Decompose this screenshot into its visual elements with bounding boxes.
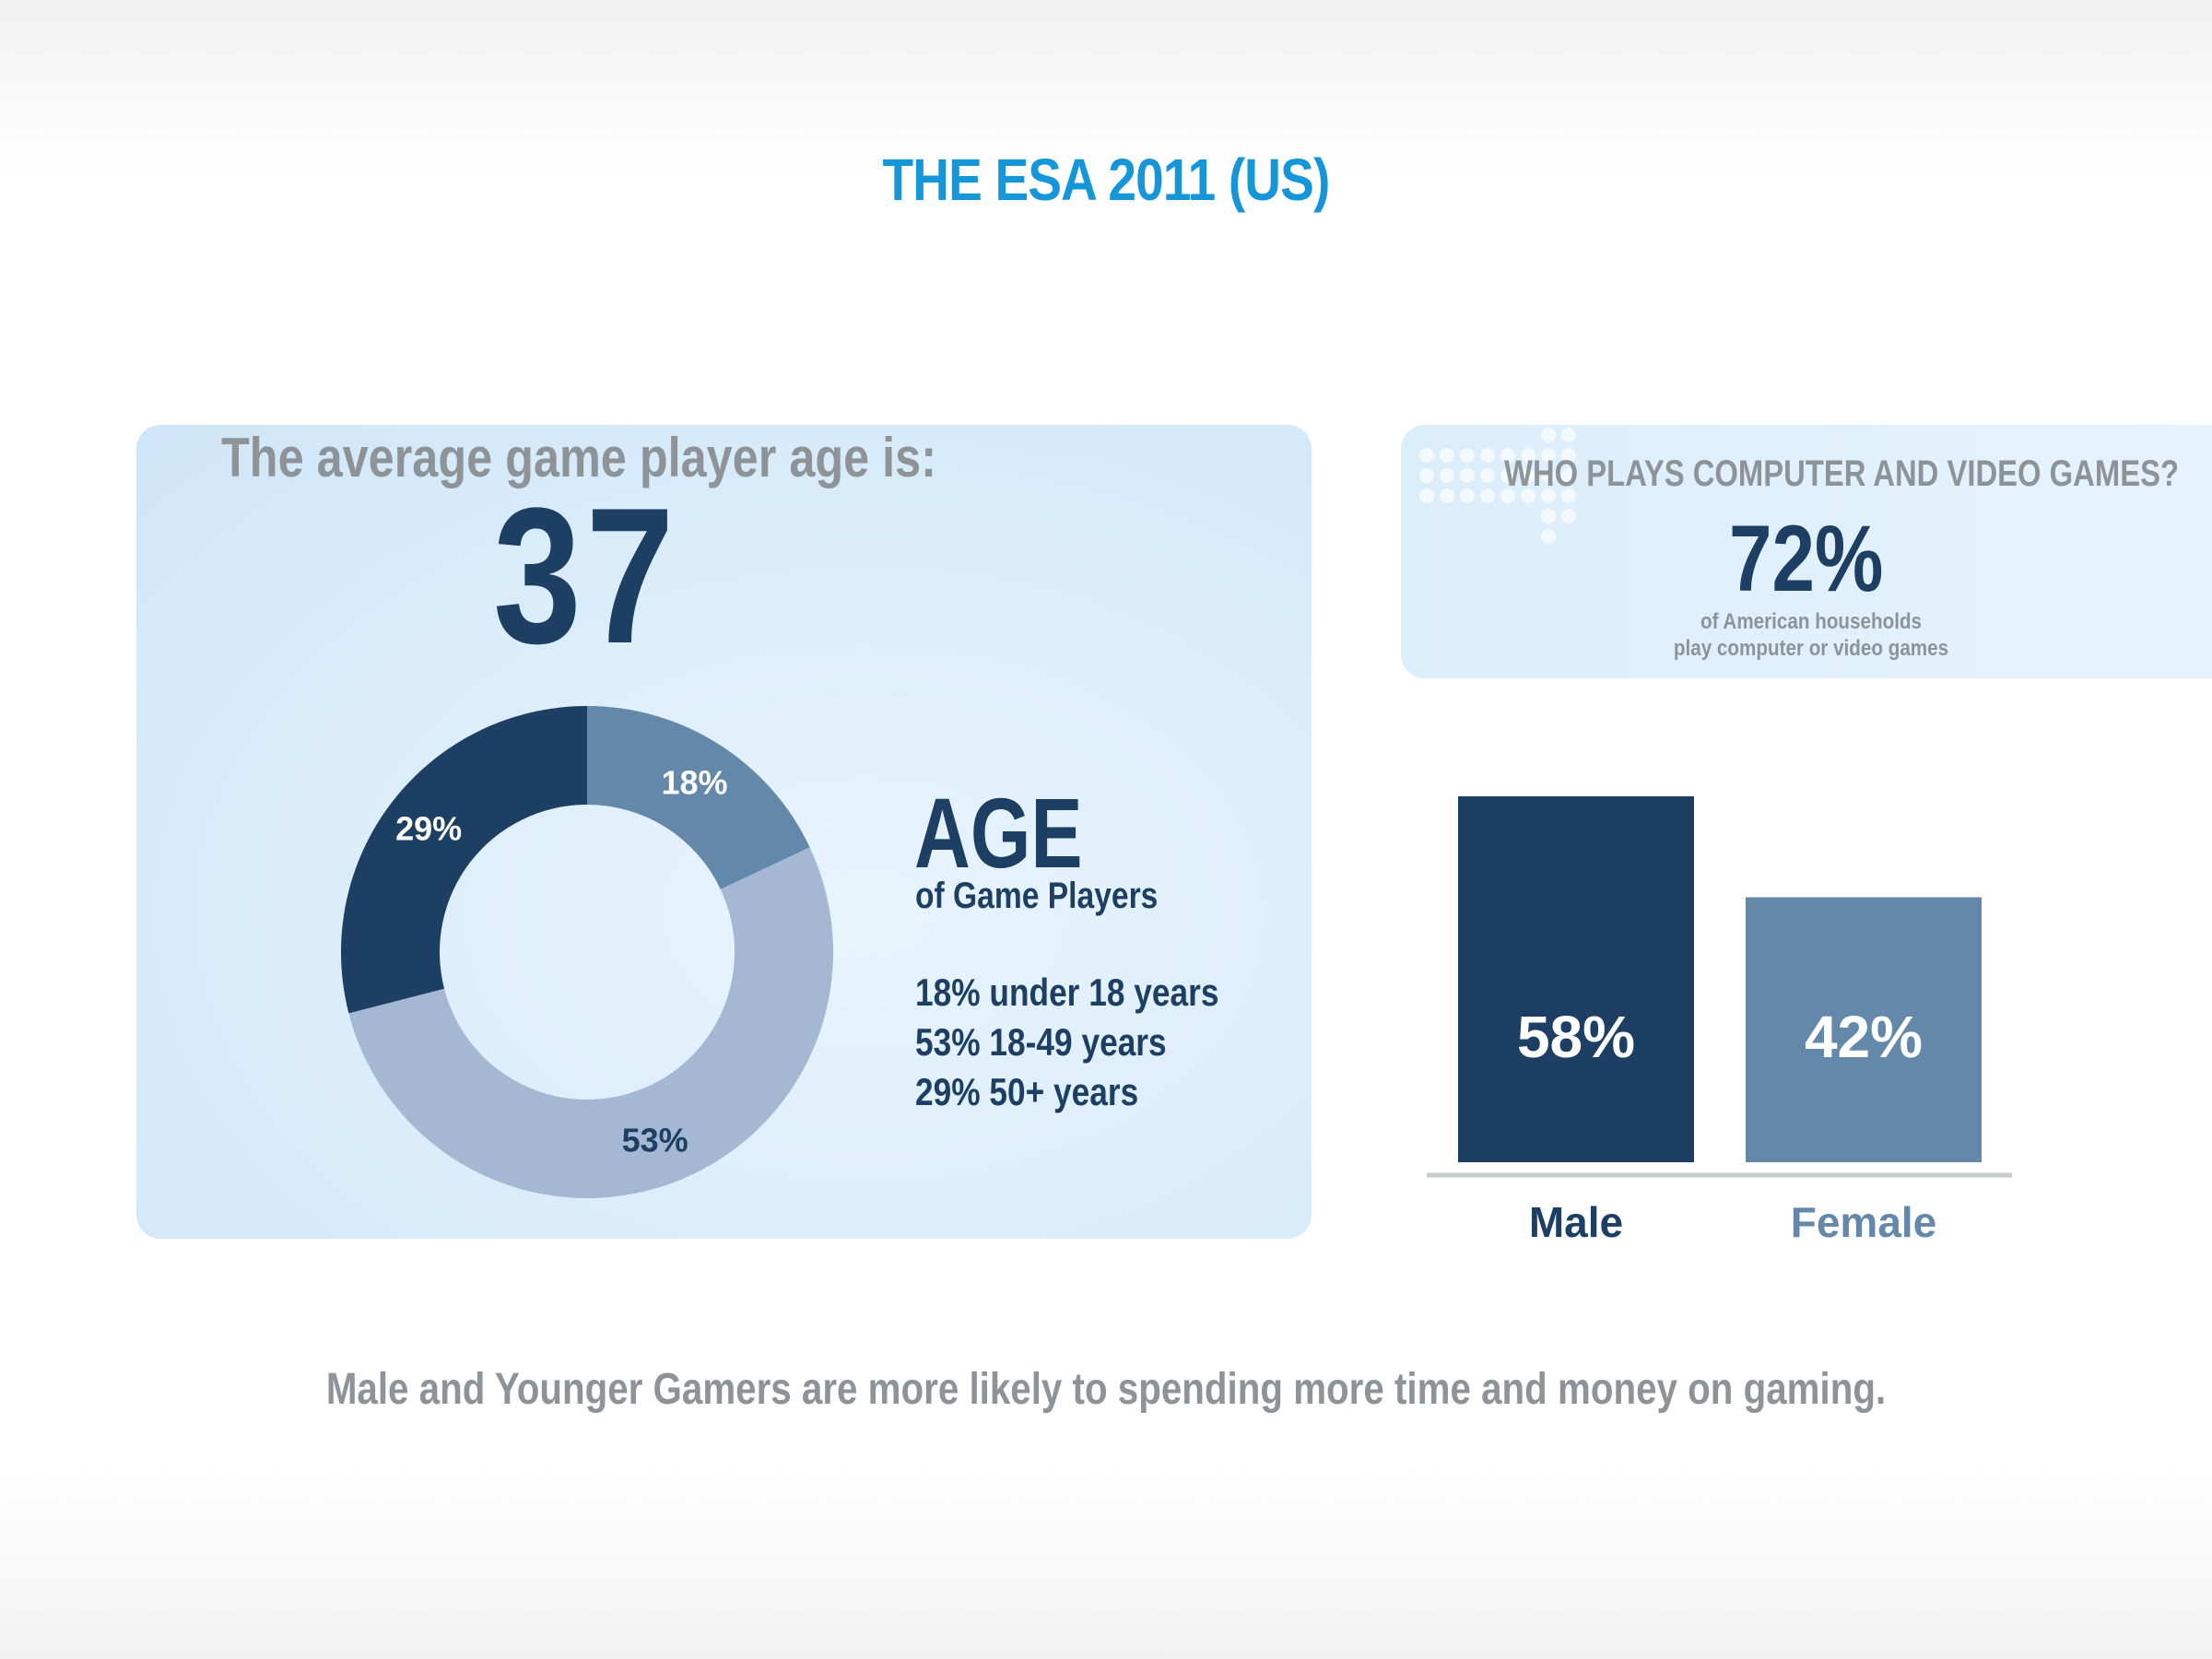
bar-male xyxy=(1458,796,1694,1162)
decorative-dot xyxy=(1500,448,1515,463)
decorative-dot xyxy=(1561,468,1576,483)
decorative-dot xyxy=(1541,468,1556,483)
decorative-dot xyxy=(1521,468,1535,483)
decorative-dot xyxy=(1541,428,1556,442)
age-line-50-plus: 29% 50+ years xyxy=(915,1070,1139,1113)
decorative-dot xyxy=(1460,448,1475,463)
decorative-dot xyxy=(1561,488,1576,503)
households-caption: of American households play computer or … xyxy=(1573,608,2049,662)
bar-category-label-male: Male xyxy=(1529,1198,1623,1246)
age-subtitle: of Game Players xyxy=(915,876,1159,916)
decorative-dot xyxy=(1419,488,1434,503)
decorative-dot xyxy=(1419,448,1434,463)
decorative-dot xyxy=(1500,488,1515,503)
decorative-dot xyxy=(1541,448,1556,463)
decorative-dot xyxy=(1541,488,1556,503)
decorative-dot xyxy=(1440,448,1454,463)
age-breakdown-list: 18% under 18 years 53% 18-49 years 29% 5… xyxy=(915,968,1218,1117)
decorative-dot xyxy=(1419,468,1434,483)
age-line-under-18: 18% under 18 years xyxy=(915,971,1219,1014)
decorative-dot xyxy=(1480,468,1495,483)
decorative-dot xyxy=(1521,448,1535,463)
age-title: AGE xyxy=(914,777,1083,888)
decorative-dot xyxy=(1440,488,1454,503)
decorative-dot xyxy=(1561,509,1576,524)
decorative-dot xyxy=(1541,509,1556,524)
households-heading: WHO PLAYS COMPUTER AND VIDEO GAMES? xyxy=(1504,453,2179,494)
decorative-dot xyxy=(1480,448,1495,463)
decorative-dot xyxy=(1521,488,1535,503)
decorative-dot-pattern xyxy=(1419,426,1585,555)
bar-value-label-male: 58% xyxy=(1517,1004,1635,1070)
bar-value-label-female: 42% xyxy=(1805,1004,1923,1070)
decorative-dot xyxy=(1440,468,1454,483)
decorative-dot xyxy=(1500,468,1515,483)
decorative-dot xyxy=(1561,428,1576,442)
households-caption-line1: of American households xyxy=(1700,609,1923,634)
decorative-dot xyxy=(1460,468,1475,483)
bar-female xyxy=(1746,897,1982,1162)
households-caption-line2: play computer or video games xyxy=(1673,636,1949,661)
decorative-dot xyxy=(1561,448,1576,463)
households-panel xyxy=(1401,425,2212,678)
age-line-18-49: 53% 18-49 years xyxy=(915,1020,1167,1064)
average-age-heading: The average game player age is: xyxy=(221,427,936,488)
decorative-dot xyxy=(1480,488,1495,503)
decorative-dot xyxy=(1460,488,1475,503)
average-age-value: 37 xyxy=(493,467,679,684)
decorative-dot xyxy=(1541,529,1556,544)
page-title: THE ESA 2011 (US) xyxy=(882,147,1331,213)
households-value: 72% xyxy=(1729,506,1884,611)
footnote: Male and Younger Gamers are more likely … xyxy=(325,1365,1887,1414)
bar-category-label-female: Female xyxy=(1791,1198,1937,1246)
